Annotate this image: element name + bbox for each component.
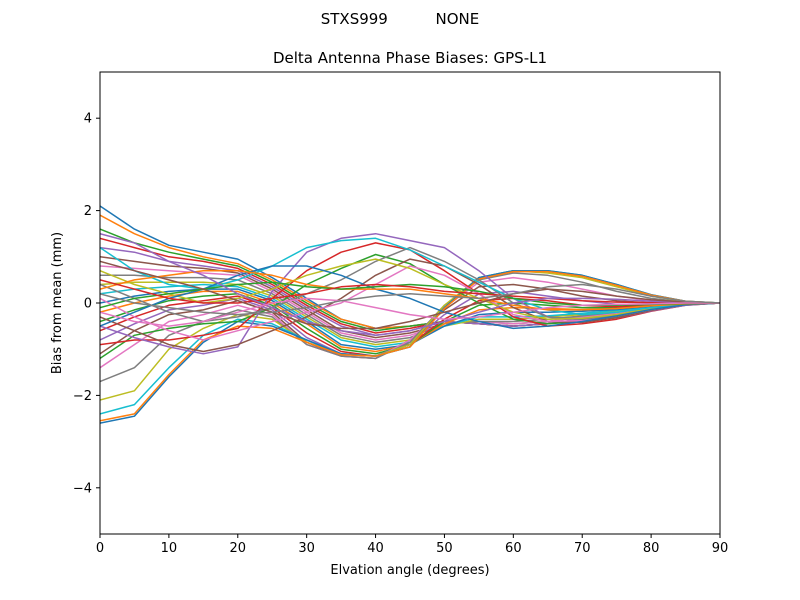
series-line [100, 269, 720, 401]
y-tick-label: −4 [73, 481, 92, 496]
series-line [100, 258, 720, 353]
series-line [100, 253, 720, 360]
y-tick-label: 2 [84, 204, 92, 219]
y-tick-label: 4 [84, 112, 92, 127]
series-line [100, 279, 720, 304]
x-axis-label: Elvation angle (degrees) [330, 563, 489, 578]
x-tick-label: 30 [298, 541, 315, 556]
x-tick-label: 90 [712, 541, 729, 556]
x-tick-label: 60 [505, 541, 522, 556]
x-axis: 0 10 20 30 40 50 60 70 80 90 [96, 534, 728, 556]
y-axis: −4 −2 0 2 4 [73, 112, 100, 496]
x-tick-label: 0 [96, 541, 104, 556]
chart-title: Delta Antenna Phase Biases: GPS-L1 [273, 49, 547, 67]
y-tick-label: −2 [73, 389, 92, 404]
y-tick-label: 0 [84, 297, 92, 312]
x-tick-label: 20 [230, 541, 247, 556]
plot-frame [99, 71, 721, 535]
series-line [100, 232, 720, 337]
x-tick-label: 10 [161, 541, 178, 556]
series-line [100, 269, 720, 311]
x-tick-label: 80 [643, 541, 660, 556]
y-axis-label: Bias from mean (mm) [50, 232, 65, 374]
series-layer [100, 205, 720, 424]
series-line [100, 260, 720, 330]
figure-suptitle: STXS999 NONE [321, 10, 480, 28]
x-tick-label: 40 [367, 541, 384, 556]
series-line [100, 297, 720, 327]
series-line [100, 283, 720, 316]
x-tick-label: 50 [436, 541, 453, 556]
x-tick-label: 70 [574, 541, 591, 556]
series-line [100, 265, 720, 341]
